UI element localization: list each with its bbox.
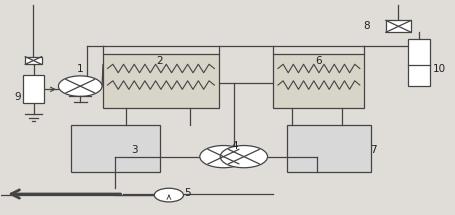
Circle shape [58, 76, 102, 96]
Text: 10: 10 [432, 64, 445, 74]
Text: 3: 3 [131, 145, 138, 155]
Circle shape [199, 146, 247, 168]
Bar [25, 57, 41, 64]
Text: 6: 6 [315, 55, 322, 66]
Text: 5: 5 [183, 188, 190, 198]
Text: 7: 7 [369, 145, 376, 155]
Text: 4: 4 [231, 141, 238, 151]
Bar [385, 20, 410, 32]
Text: 1: 1 [77, 64, 83, 74]
Circle shape [154, 188, 183, 202]
Circle shape [220, 146, 267, 168]
Bar [103, 54, 218, 108]
Text: 2: 2 [156, 55, 163, 66]
Bar [71, 124, 159, 172]
Bar [287, 124, 370, 172]
Text: 9: 9 [15, 92, 21, 102]
Bar [23, 75, 44, 103]
Text: 8: 8 [363, 21, 369, 31]
Bar [273, 54, 364, 108]
Bar [407, 39, 430, 86]
